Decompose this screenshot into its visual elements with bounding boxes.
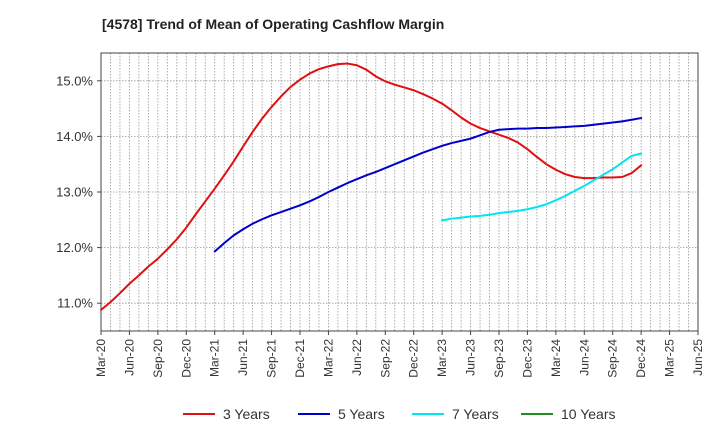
- x-tick-label: Jun-21: [236, 339, 250, 376]
- legend-label-7-years: 7 Years: [452, 406, 499, 422]
- x-tick-label: Jun-23: [464, 339, 478, 376]
- x-tick-label: Jun-25: [691, 339, 705, 376]
- x-tick-label: Jun-20: [122, 339, 136, 376]
- x-tick-label: Jun-24: [577, 339, 591, 376]
- chart-title: [4578] Trend of Mean of Operating Cashfl…: [102, 16, 445, 32]
- legend-label-10-years: 10 Years: [561, 406, 616, 422]
- y-tick-label: 12.0%: [56, 240, 93, 255]
- x-tick-label: Sep-22: [378, 339, 392, 378]
- x-tick-label: Jun-22: [350, 339, 364, 376]
- y-tick-label: 15.0%: [56, 73, 93, 88]
- x-tick-label: Mar-21: [208, 339, 222, 377]
- x-tick-label: Dec-21: [293, 339, 307, 378]
- x-tick-label: Dec-24: [634, 339, 648, 378]
- y-tick-label: 13.0%: [56, 185, 93, 200]
- legend-label-3-years: 3 Years: [223, 406, 270, 422]
- x-tick-label: Sep-23: [492, 339, 506, 378]
- x-tick-label: Sep-20: [151, 339, 165, 378]
- x-tick-label: Dec-23: [520, 339, 534, 378]
- x-tick-label: Sep-21: [265, 339, 279, 378]
- x-tick-label: Dec-22: [407, 339, 421, 378]
- legend-label-5-years: 5 Years: [338, 406, 385, 422]
- y-tick-label: 14.0%: [56, 129, 93, 144]
- series-line-5-years: [213, 117, 643, 253]
- x-tick-label: Mar-24: [549, 339, 563, 377]
- x-tick-label: Mar-20: [94, 339, 108, 377]
- y-tick-label: 11.0%: [57, 296, 93, 311]
- x-tick-label: Mar-25: [663, 339, 677, 377]
- series-line-3-years: [100, 62, 643, 311]
- series-line-7-years: [441, 152, 643, 222]
- x-tick-label: Mar-23: [435, 339, 449, 377]
- x-tick-label: Mar-22: [321, 339, 335, 377]
- x-tick-label: Dec-20: [179, 339, 193, 378]
- x-tick-label: Sep-24: [606, 339, 620, 378]
